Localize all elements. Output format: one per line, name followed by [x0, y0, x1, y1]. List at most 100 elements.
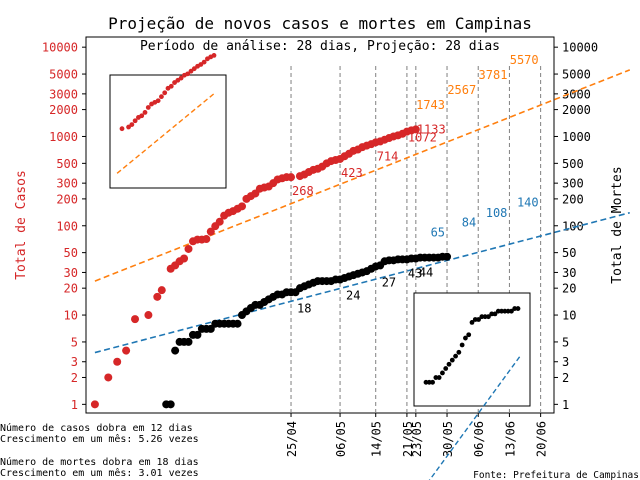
deaths-projection-label: 140 — [517, 196, 539, 210]
deaths-inset-point — [479, 314, 485, 320]
cases-projection-label: 3781 — [479, 68, 508, 82]
deaths-inset-point — [482, 314, 488, 320]
y-tick-label-left: 1000 — [49, 130, 78, 144]
y-tick-label-left: 3 — [71, 355, 78, 369]
cases-inset-point — [139, 113, 145, 119]
deaths-inset-point — [453, 353, 458, 359]
deaths-inset-point — [492, 311, 498, 317]
deaths-inset-point — [502, 308, 508, 314]
y-tick-label-left: 200 — [56, 192, 78, 206]
cases-projection-line — [94, 69, 631, 282]
cases-inset-point — [126, 124, 131, 130]
y-tick-label-right: 1 — [562, 398, 569, 412]
y-tick-label-left: 5000 — [49, 68, 78, 82]
cases-value-label: 1072 — [408, 131, 437, 145]
cases-inset-point — [188, 68, 194, 74]
cases-inset-point — [145, 105, 151, 110]
cases-point — [157, 286, 166, 295]
cases-inset-point — [201, 59, 207, 65]
deaths-projection-line — [94, 211, 630, 354]
deaths-inset-frame — [413, 292, 531, 407]
deaths-inset-point — [512, 306, 518, 311]
deaths-value-label: 27 — [382, 275, 396, 289]
y-tick-label-left: 2 — [71, 371, 78, 385]
y-tick-label-right: 10000 — [562, 41, 598, 55]
y-tick-label-right: 10 — [562, 309, 576, 323]
cases-inset-point — [119, 126, 125, 132]
deaths-projection-label: 65 — [431, 225, 445, 239]
cases-inset-point — [191, 66, 197, 72]
cases-inset-fit-line — [116, 91, 217, 174]
deaths-point — [171, 346, 180, 355]
left-axis-label: Total de Casos — [14, 170, 29, 280]
cases-point — [113, 357, 122, 366]
deaths-inset-point — [459, 342, 465, 348]
deaths-inset-point — [433, 375, 439, 380]
deaths-inset-point — [509, 308, 514, 314]
cases-point — [104, 373, 113, 382]
deaths-inset-point — [476, 317, 481, 322]
y-tick-label-right: 2 — [562, 371, 569, 385]
cases-inset-point — [168, 83, 174, 89]
y-tick-label-left: 100 — [56, 219, 78, 233]
x-tick-label: 25/04 — [285, 421, 299, 457]
x-tick-label: 21/05 — [401, 421, 415, 457]
deaths-inset-point — [499, 308, 504, 314]
cases-point — [122, 346, 131, 355]
chart-subtitle: Período de análise: 28 dias, Projeção: 2… — [140, 39, 500, 54]
chart-title: Projeção de novos casos e mortes em Camp… — [108, 14, 532, 33]
deaths-point — [193, 330, 202, 339]
y-tick-label-left: 30 — [64, 266, 78, 280]
deaths-value-label: 44 — [419, 265, 433, 279]
x-tick-label: 20/06 — [535, 421, 549, 457]
cases-inset-point — [159, 94, 164, 100]
y-tick-label-right: 3000 — [562, 87, 591, 101]
deaths-point — [233, 319, 242, 328]
deaths-inset-fit-line — [428, 356, 521, 480]
cases-point — [238, 202, 246, 211]
deaths-growth-note: Crescimento em um mês: 3.01 vezes — [0, 467, 199, 479]
cases-inset-point — [185, 71, 191, 77]
deaths-value-label: 18 — [297, 301, 311, 315]
x-tick-label: 30/05 — [441, 421, 455, 457]
y-tick-label-left: 500 — [56, 157, 78, 171]
x-tick-label: 14/05 — [370, 421, 384, 457]
cases-doubling-note: Número de casos dobra em 12 dias — [0, 422, 193, 434]
cases-point — [206, 227, 215, 236]
y-tick-label-left: 20 — [64, 282, 78, 296]
cases-inset-point — [132, 118, 138, 124]
x-tick-label: 13/06 — [503, 421, 517, 457]
cases-point — [215, 217, 224, 226]
y-tick-label-right: 1000 — [562, 130, 591, 144]
deaths-inset-point — [443, 366, 449, 371]
y-tick-label-left: 10000 — [42, 41, 78, 55]
cases-point — [180, 254, 189, 263]
y-tick-label-right: 5000 — [562, 68, 591, 82]
cases-inset-point — [129, 122, 135, 127]
y-tick-label-left: 2000 — [49, 103, 78, 117]
deaths-inset-point — [466, 332, 472, 338]
deaths-inset-point — [456, 349, 462, 355]
deaths-projection-label: 84 — [462, 216, 476, 230]
deaths-inset-point — [449, 357, 455, 363]
deaths-point — [206, 324, 215, 333]
cases-inset-point — [142, 110, 148, 115]
deaths-inset-point — [423, 379, 429, 385]
cases-value-label: 714 — [377, 149, 399, 163]
deaths-point — [166, 400, 175, 409]
deaths-projection-label: 108 — [486, 206, 508, 220]
cases-point — [153, 292, 162, 301]
cases-value-label: 423 — [341, 166, 363, 180]
cases-inset-point — [155, 98, 161, 104]
deaths-inset-point — [515, 306, 521, 311]
deaths-inset-point — [440, 370, 445, 376]
y-tick-label-right: 5 — [562, 335, 569, 349]
cases-value-label: 1133 — [417, 122, 446, 136]
y-tick-label-left: 1 — [71, 398, 78, 412]
x-tick-label: 06/06 — [472, 421, 486, 457]
cases-projection-label: 2567 — [447, 83, 476, 97]
y-tick-label-left: 10 — [64, 309, 78, 323]
cases-point — [202, 235, 211, 244]
deaths-value-label: 24 — [346, 289, 360, 303]
